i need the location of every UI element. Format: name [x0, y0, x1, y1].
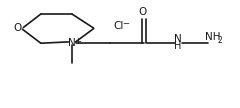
Text: +: + [75, 37, 81, 46]
Text: Cl: Cl [114, 21, 124, 31]
Text: −: − [122, 19, 130, 28]
Text: N: N [174, 34, 181, 44]
Text: O: O [14, 23, 22, 33]
Text: O: O [139, 7, 147, 17]
Text: 2: 2 [217, 36, 222, 45]
Text: N: N [68, 38, 76, 48]
Text: NH: NH [205, 32, 220, 42]
Text: H: H [174, 41, 181, 51]
